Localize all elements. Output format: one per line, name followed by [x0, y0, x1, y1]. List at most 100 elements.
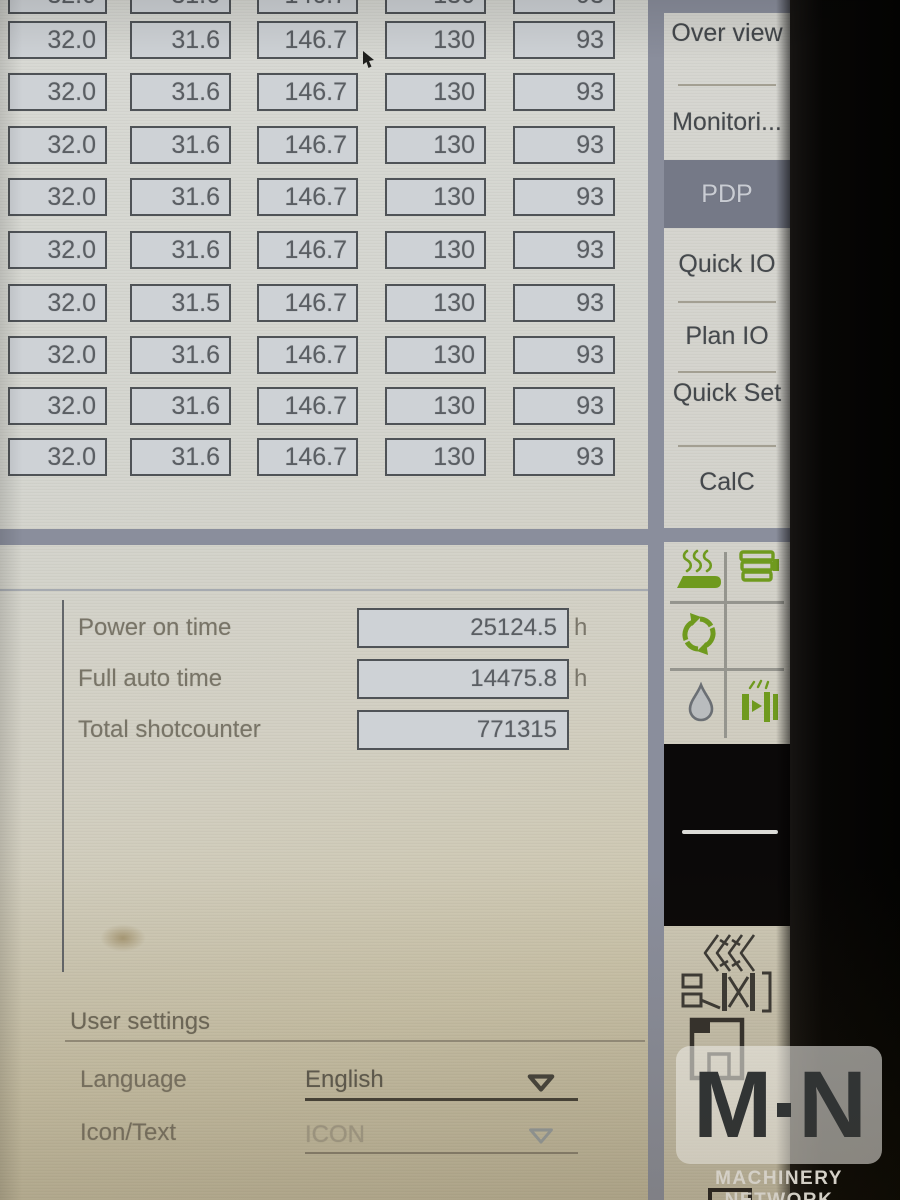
table-row: 32.0 31.6 146.7 130 93: [0, 126, 648, 164]
value-field[interactable]: 32.0: [8, 387, 107, 425]
tab-plan-io[interactable]: Plan IO: [685, 322, 769, 350]
horizontal-rule: [65, 1040, 645, 1042]
value-field[interactable]: 130: [385, 438, 486, 476]
value-field[interactable]: 93: [513, 336, 615, 374]
value-field[interactable]: 146.7: [257, 284, 358, 322]
chevron-down-icon[interactable]: [527, 1073, 555, 1093]
counter-value-field: 771315: [357, 710, 569, 750]
counter-label: Full auto time: [78, 665, 223, 692]
barrel-heating-icon: [677, 549, 721, 588]
value-field[interactable]: 93: [513, 21, 615, 59]
value-field[interactable]: 32.0: [8, 231, 107, 269]
dropdown-underline: [305, 1152, 578, 1154]
value-field[interactable]: 93: [513, 438, 615, 476]
auto-cycle-icon: [682, 613, 716, 655]
value-field[interactable]: 32.0: [8, 284, 107, 322]
value-field[interactable]: 93: [513, 284, 615, 322]
counter-row: Total shotcounter 771315: [0, 710, 648, 750]
value-field[interactable]: 31.6: [130, 0, 231, 14]
tab-separator: [678, 445, 776, 447]
group-border-line: [62, 600, 64, 972]
counter-row: Full auto time 14475.8 h: [0, 659, 648, 699]
value-field[interactable]: 32.0: [8, 178, 107, 216]
softkey-sidebar: Over view Monitori... PDP Quick IO Plan …: [664, 0, 790, 1200]
value-field[interactable]: 31.6: [130, 336, 231, 374]
tab-quick-set[interactable]: Quick Set: [672, 379, 782, 407]
value-field[interactable]: 130: [385, 336, 486, 374]
counter-value-field: 14475.8: [357, 659, 569, 699]
value-field[interactable]: 130: [385, 0, 486, 14]
panel-divider: [648, 0, 664, 1200]
value-field[interactable]: 130: [385, 284, 486, 322]
table-row: 32.0 31.6 146.7 130 93: [0, 0, 648, 14]
value-field[interactable]: 146.7: [257, 336, 358, 374]
value-field[interactable]: 32.0: [8, 73, 107, 111]
value-field[interactable]: 31.6: [130, 178, 231, 216]
value-field[interactable]: 93: [513, 126, 615, 164]
tab-pdp[interactable]: PDP: [664, 160, 790, 228]
value-field[interactable]: 146.7: [257, 0, 358, 14]
language-dropdown[interactable]: English: [305, 1066, 384, 1093]
language-label: Language: [80, 1066, 187, 1093]
monitor-bezel: [790, 0, 900, 1200]
value-field[interactable]: 146.7: [257, 178, 358, 216]
value-field[interactable]: 130: [385, 231, 486, 269]
tab-monitoring[interactable]: Monitori...: [672, 108, 782, 136]
counter-row: Power on time 25124.5 h: [0, 608, 648, 648]
value-field[interactable]: 31.6: [130, 73, 231, 111]
user-settings-title: User settings: [70, 1008, 211, 1035]
counter-label: Power on time: [78, 614, 232, 641]
mold-heating-icon: [742, 679, 778, 722]
value-field[interactable]: 130: [385, 21, 486, 59]
counter-unit: h: [574, 614, 588, 641]
value-field[interactable]: 93: [513, 0, 615, 14]
status-display-panel: [664, 744, 790, 926]
value-field[interactable]: 130: [385, 178, 486, 216]
value-field[interactable]: 146.7: [257, 126, 358, 164]
value-field[interactable]: 32.0: [8, 126, 107, 164]
table-row: 32.0 31.6 146.7 130 93: [0, 73, 648, 111]
value-field[interactable]: 31.6: [130, 21, 231, 59]
table-row: 32.0 31.5 146.7 130 93: [0, 284, 648, 322]
logo-dot: [777, 1103, 792, 1117]
dropdown-underline: [305, 1098, 578, 1101]
tab-separator: [678, 84, 776, 86]
tab-separator: [678, 301, 776, 303]
logo-letter-n: N: [798, 1051, 867, 1158]
value-field[interactable]: 93: [513, 231, 615, 269]
value-field[interactable]: 32.0: [8, 336, 107, 374]
value-field[interactable]: 146.7: [257, 21, 358, 59]
tab-calc[interactable]: CalC: [699, 468, 755, 496]
value-field[interactable]: 146.7: [257, 387, 358, 425]
chevron-down-icon[interactable]: [528, 1127, 554, 1145]
value-field[interactable]: 130: [385, 73, 486, 111]
value-field[interactable]: 93: [513, 73, 615, 111]
value-field[interactable]: 32.0: [8, 0, 107, 14]
tab-quick-io[interactable]: Quick IO: [678, 250, 776, 278]
value-field[interactable]: 32.0: [8, 21, 107, 59]
panel-divider: [648, 528, 790, 542]
cooling-water-icon: [688, 682, 714, 722]
value-field[interactable]: 130: [385, 126, 486, 164]
mouse-cursor-icon: [363, 51, 374, 68]
value-field[interactable]: 146.7: [257, 231, 358, 269]
screen-smudge: [100, 924, 146, 952]
value-field[interactable]: 31.6: [130, 438, 231, 476]
ejector-stack-icon: [739, 550, 779, 582]
value-field[interactable]: 146.7: [257, 73, 358, 111]
value-field[interactable]: 130: [385, 387, 486, 425]
section-divider: [0, 529, 648, 545]
value-field[interactable]: 146.7: [257, 438, 358, 476]
value-field[interactable]: 93: [513, 178, 615, 216]
value-field[interactable]: 31.6: [130, 126, 231, 164]
value-field[interactable]: 31.6: [130, 387, 231, 425]
value-field[interactable]: 93: [513, 387, 615, 425]
tab-overview[interactable]: Over view: [671, 19, 783, 47]
value-field[interactable]: 31.5: [130, 284, 231, 322]
value-field[interactable]: 31.6: [130, 231, 231, 269]
value-field[interactable]: 32.0: [8, 438, 107, 476]
tab-separator: [678, 371, 776, 373]
logo-caption: MACHINERY NETWORK: [715, 1168, 843, 1200]
icon-text-dropdown[interactable]: ICON: [305, 1121, 365, 1148]
table-row: 32.0 31.6 146.7 130 93: [0, 21, 648, 59]
